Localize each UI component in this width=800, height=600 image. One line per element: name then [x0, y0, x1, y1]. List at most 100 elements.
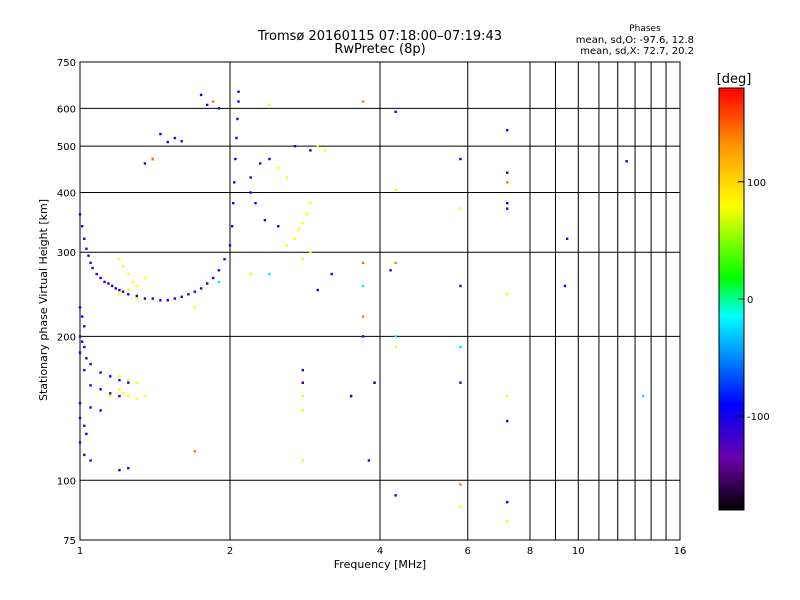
data-point — [127, 394, 130, 398]
data-point — [459, 483, 462, 486]
y-tick-label: 200 — [57, 332, 76, 343]
data-point — [99, 371, 102, 374]
data-point — [193, 306, 197, 309]
data-point — [180, 140, 183, 143]
data-point — [232, 201, 235, 205]
grid-lines — [80, 62, 680, 540]
x-tick-label: 2 — [227, 546, 233, 557]
data-point — [78, 351, 82, 354]
data-point — [459, 207, 462, 210]
data-point — [505, 207, 509, 210]
data-point — [293, 237, 297, 241]
data-point — [217, 269, 221, 272]
data-point — [135, 397, 138, 401]
data-point — [83, 325, 86, 328]
data-point — [459, 345, 462, 349]
y-tick-label: 750 — [57, 58, 76, 69]
data-point — [301, 394, 305, 398]
data-point — [107, 282, 110, 285]
stats-title: Phases — [629, 24, 661, 34]
data-point — [394, 494, 397, 497]
data-point — [187, 293, 190, 296]
data-point — [159, 132, 162, 136]
data-point — [118, 468, 121, 472]
data-point — [118, 394, 121, 398]
data-point — [234, 157, 237, 161]
y-tick-label: 400 — [57, 188, 76, 199]
data-point — [394, 188, 397, 192]
data-point — [151, 297, 155, 300]
data-point — [237, 100, 240, 103]
data-point — [249, 272, 252, 276]
data-point — [127, 293, 130, 296]
data-point — [505, 520, 509, 523]
data-point — [118, 258, 121, 261]
data-point — [110, 284, 114, 288]
data-point — [121, 290, 125, 293]
data-point — [132, 280, 135, 284]
y-tick-labels: 75 100 200 300 400 500 600 750 — [57, 58, 76, 547]
data-point — [236, 117, 239, 121]
data-point — [85, 247, 88, 250]
data-point — [309, 251, 312, 254]
data-point — [78, 213, 82, 216]
data-point — [80, 225, 84, 228]
data-point — [85, 357, 88, 360]
data-point — [394, 261, 397, 265]
data-point — [389, 269, 392, 272]
data-point — [361, 261, 365, 265]
data-point — [127, 466, 130, 470]
data-point — [109, 392, 112, 395]
colorbar-tick-label: 0 — [747, 295, 753, 306]
stats-line-x: mean, sd,X: 72.7, 20.2 — [580, 46, 694, 57]
data-point — [301, 222, 305, 225]
data-point — [268, 103, 271, 107]
data-point — [233, 181, 236, 184]
data-point — [91, 266, 94, 270]
data-point — [642, 394, 645, 398]
data-point — [95, 272, 98, 276]
data-point — [361, 284, 365, 288]
colorbar-label: [deg] — [717, 72, 752, 87]
chart-subtitle: RwPretec (8p) — [334, 42, 425, 57]
y-tick-label: 75 — [63, 536, 76, 547]
data-point — [316, 144, 319, 148]
data-point — [121, 265, 125, 268]
data-point — [459, 284, 462, 288]
data-point — [211, 100, 215, 103]
data-point — [217, 280, 221, 284]
data-point — [143, 162, 147, 165]
data-point — [83, 237, 86, 241]
data-point — [459, 157, 462, 161]
data-point — [180, 295, 183, 299]
data-point — [249, 191, 252, 194]
data-point — [505, 419, 509, 423]
data-point — [87, 254, 90, 257]
data-point — [78, 306, 82, 309]
data-point — [109, 375, 112, 378]
data-point — [505, 181, 509, 184]
data-point — [277, 225, 280, 228]
data-point — [268, 272, 271, 276]
data-point — [127, 272, 130, 276]
data-point — [99, 388, 102, 391]
data-point — [109, 394, 112, 398]
data-point — [505, 293, 509, 296]
data-point — [367, 459, 371, 462]
x-axis-label: Frequency [MHz] — [334, 558, 426, 571]
data-point — [151, 157, 155, 161]
data-point — [230, 225, 234, 228]
data-point — [135, 284, 138, 288]
data-point — [505, 128, 509, 132]
data-point — [143, 297, 147, 300]
data-point — [217, 107, 221, 110]
data-point — [235, 136, 238, 140]
data-point — [99, 409, 102, 412]
data-point — [135, 381, 138, 384]
stats-line-o: mean, sd,O: -97.6, 12.8 — [576, 35, 694, 46]
data-point — [249, 176, 252, 179]
y-tick-label: 300 — [57, 248, 76, 259]
data-point — [135, 294, 138, 298]
data-point — [83, 453, 86, 457]
data-point — [268, 157, 271, 161]
